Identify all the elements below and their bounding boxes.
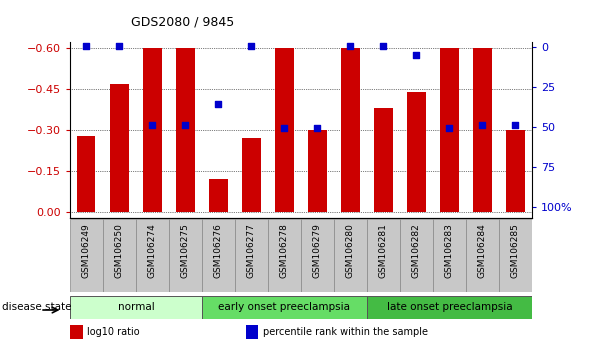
Text: GSM106279: GSM106279 bbox=[313, 223, 322, 278]
Bar bbox=[367, 296, 532, 319]
Bar bbox=[367, 219, 400, 292]
Bar bbox=[136, 219, 169, 292]
Text: GSM106250: GSM106250 bbox=[115, 223, 124, 278]
Bar bbox=[407, 92, 426, 212]
Point bbox=[313, 126, 322, 131]
Text: GSM106278: GSM106278 bbox=[280, 223, 289, 278]
Text: GSM106282: GSM106282 bbox=[412, 223, 421, 278]
Bar bbox=[243, 138, 260, 212]
Point bbox=[148, 122, 157, 128]
Bar bbox=[275, 48, 294, 212]
Text: GSM106274: GSM106274 bbox=[148, 223, 157, 278]
Bar bbox=[169, 219, 202, 292]
Text: percentile rank within the sample: percentile rank within the sample bbox=[263, 327, 428, 337]
Bar bbox=[308, 130, 326, 212]
Bar bbox=[440, 48, 458, 212]
Point bbox=[412, 52, 421, 58]
Bar bbox=[176, 48, 195, 212]
Bar bbox=[235, 219, 268, 292]
Text: GSM106283: GSM106283 bbox=[445, 223, 454, 278]
Text: GSM106280: GSM106280 bbox=[346, 223, 355, 278]
Bar bbox=[334, 219, 367, 292]
Bar bbox=[70, 219, 103, 292]
Text: GSM106276: GSM106276 bbox=[214, 223, 223, 278]
Bar bbox=[143, 48, 162, 212]
Bar bbox=[268, 219, 301, 292]
Point bbox=[511, 122, 520, 128]
Text: GSM106284: GSM106284 bbox=[478, 223, 487, 278]
Bar bbox=[433, 219, 466, 292]
Point bbox=[81, 43, 91, 49]
Text: log10 ratio: log10 ratio bbox=[88, 327, 140, 337]
Text: late onset preeclampsia: late onset preeclampsia bbox=[387, 302, 513, 312]
Point bbox=[379, 43, 389, 49]
Text: GSM106249: GSM106249 bbox=[82, 223, 91, 278]
Text: disease state: disease state bbox=[2, 302, 71, 312]
Text: GSM106275: GSM106275 bbox=[181, 223, 190, 278]
Bar bbox=[202, 296, 367, 319]
Point bbox=[114, 43, 124, 49]
Bar bbox=[70, 296, 202, 319]
Point bbox=[181, 122, 190, 128]
Text: early onset preeclampsia: early onset preeclampsia bbox=[218, 302, 350, 312]
Text: GSM106285: GSM106285 bbox=[511, 223, 520, 278]
Point bbox=[478, 122, 488, 128]
Text: normal: normal bbox=[117, 302, 154, 312]
Bar bbox=[400, 219, 433, 292]
Bar bbox=[466, 219, 499, 292]
Bar bbox=[506, 130, 525, 212]
Bar bbox=[103, 219, 136, 292]
Point bbox=[247, 43, 257, 49]
Bar bbox=[77, 136, 95, 212]
Bar bbox=[209, 179, 227, 212]
Bar bbox=[341, 48, 359, 212]
Bar bbox=[246, 325, 258, 339]
Bar bbox=[499, 219, 532, 292]
Point bbox=[345, 43, 355, 49]
Bar bbox=[70, 325, 83, 339]
Text: GSM106281: GSM106281 bbox=[379, 223, 388, 278]
Text: GSM106277: GSM106277 bbox=[247, 223, 256, 278]
Bar bbox=[375, 108, 393, 212]
Bar bbox=[110, 84, 128, 212]
Bar bbox=[474, 48, 491, 212]
Point bbox=[213, 101, 223, 107]
Point bbox=[280, 126, 289, 131]
Point bbox=[444, 126, 454, 131]
Text: GDS2080 / 9845: GDS2080 / 9845 bbox=[131, 15, 234, 28]
Bar bbox=[301, 219, 334, 292]
Bar bbox=[202, 219, 235, 292]
